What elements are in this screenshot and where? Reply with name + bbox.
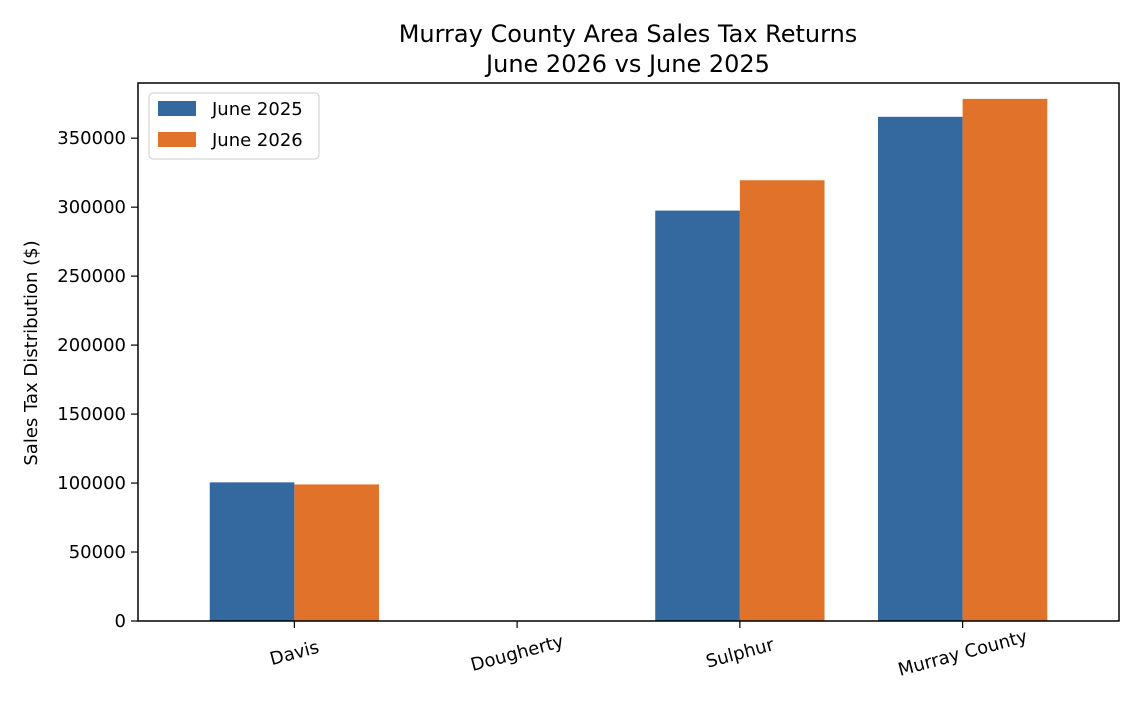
- x-tick-label: Dougherty: [469, 631, 567, 676]
- bar-murray-county-june-2026: [962, 98, 1048, 621]
- y-tick-label: 50000: [69, 542, 126, 563]
- plot-frame: [137, 82, 1120, 622]
- bar-murray-county-june-2025: [877, 116, 963, 622]
- chart-title: Murray County Area Sales Tax Returns: [399, 20, 858, 48]
- y-tick-label: 350000: [57, 128, 126, 149]
- bar-sulphur-june-2026: [739, 180, 825, 621]
- chart-subtitle: June 2026 vs June 2025: [484, 50, 770, 78]
- y-tick-label: 200000: [57, 335, 126, 356]
- x-tick-label: Sulphur: [704, 634, 777, 672]
- bars: [209, 98, 1048, 622]
- x-tick-label: Murray County: [896, 626, 1030, 681]
- y-tick-label: 300000: [57, 197, 126, 218]
- y-tick-label: 0: [115, 611, 126, 632]
- legend-swatch-june-2025: [158, 101, 196, 116]
- y-ticks: 0 50000 100000 150000 200000 250000 300000 3500…: [57, 128, 138, 632]
- bar-sulphur-june-2025: [655, 210, 740, 621]
- legend: June 2025 June 2026: [148, 92, 320, 160]
- bar-davis-june-2026: [294, 484, 380, 621]
- legend-label-june-2026: June 2026: [211, 130, 303, 151]
- y-axis-label: Sales Tax Distribution ($): [21, 240, 42, 465]
- x-tick-label: Davis: [268, 637, 322, 670]
- legend-swatch-june-2026: [158, 132, 196, 147]
- y-tick-label: 150000: [57, 404, 126, 425]
- y-tick-label: 250000: [57, 266, 126, 287]
- legend-label-june-2025: June 2025: [211, 99, 303, 120]
- bar-davis-june-2025: [209, 482, 295, 621]
- x-ticks: Davis Dougherty Sulphur Murray County: [268, 621, 1030, 681]
- y-tick-label: 100000: [57, 473, 126, 494]
